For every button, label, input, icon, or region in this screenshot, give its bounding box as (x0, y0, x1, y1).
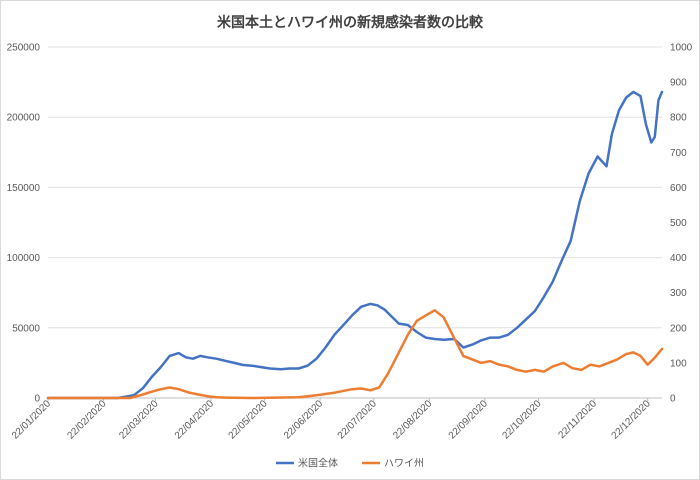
left-axis: 0 50000 100000 150000 200000 250000 (7, 43, 41, 405)
right-tick-label: 400 (670, 253, 687, 264)
x-axis: 22/01/2020 22/02/2020 22/03/2020 22/04/2020… (10, 398, 653, 442)
right-tick-label: 900 (670, 78, 687, 89)
left-tick-label: 150000 (7, 183, 41, 194)
series-layer (46, 90, 664, 400)
x-tick-label: 22/02/2020 (65, 398, 108, 441)
x-tick-label: 22/05/2020 (227, 398, 270, 441)
x-tick-label: 22/01/2020 (10, 398, 53, 441)
x-tick-label: 22/11/2020 (556, 398, 599, 441)
legend-label: ハワイ州 (384, 458, 424, 470)
right-tick-label: 0 (670, 394, 676, 405)
right-tick-label: 800 (670, 113, 687, 124)
left-tick-label: 100000 (7, 253, 41, 264)
right-tick-label: 500 (670, 218, 687, 229)
right-tick-label: 300 (670, 288, 687, 299)
series-line-0 (46, 90, 664, 400)
left-tick-label: 0 (34, 394, 40, 405)
right-tick-label: 700 (670, 148, 687, 159)
right-tick-label: 600 (670, 183, 687, 194)
right-tick-label: 1000 (670, 43, 693, 54)
x-tick-label: 22/07/2020 (336, 398, 379, 441)
x-tick-label: 22/12/2020 (610, 398, 653, 441)
left-tick-label: 250000 (7, 43, 41, 54)
x-tick-label: 22/04/2020 (173, 398, 216, 441)
x-tick-label: 22/08/2020 (391, 398, 434, 441)
x-tick-label: 22/03/2020 (117, 398, 160, 441)
left-tick-label: 50000 (12, 323, 40, 334)
gridlines (48, 46, 662, 399)
series-line-1 (46, 309, 664, 400)
legend-label: 米国全体 (298, 457, 338, 470)
right-tick-label: 200 (670, 323, 687, 334)
left-tick-label: 200000 (7, 113, 41, 124)
x-tick-label: 22/06/2020 (282, 398, 325, 441)
x-tick-label: 22/10/2020 (500, 398, 543, 441)
legend: 米国全体 ハワイ州 (276, 457, 424, 470)
right-axis: 0 100 200 300 400 500 600 700 800 900 1000 (670, 43, 693, 405)
right-tick-label: 100 (670, 358, 687, 369)
chart-title: 米国本土とハワイ州の新規感染者数の比較 (217, 15, 483, 31)
x-tick-label: 22/09/2020 (447, 398, 490, 441)
